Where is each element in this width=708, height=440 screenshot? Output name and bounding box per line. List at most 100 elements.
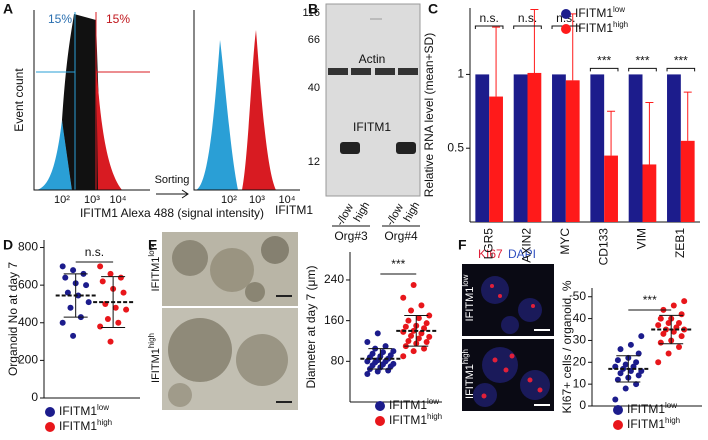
panel-label: A xyxy=(3,1,13,17)
data-point xyxy=(83,282,90,289)
data-point xyxy=(622,385,629,392)
legend-marker xyxy=(375,401,385,411)
data-point xyxy=(405,337,412,344)
legend-sup: low xyxy=(97,403,109,412)
error-bar xyxy=(607,110,616,156)
y-tick-label: 600 xyxy=(18,277,38,291)
micrograph xyxy=(162,232,298,410)
data-point xyxy=(681,298,688,305)
image-label: IFITM1high xyxy=(147,333,162,383)
legend-marker xyxy=(45,422,55,432)
y-tick-label: 80 xyxy=(331,353,345,367)
error-bar xyxy=(530,8,539,73)
data-point xyxy=(665,350,672,357)
mw-label: 40 xyxy=(308,82,320,94)
data-point xyxy=(617,370,624,377)
x-tick-label: 10³ xyxy=(249,194,265,206)
data-point xyxy=(614,376,621,383)
sig-label: n.s. xyxy=(479,11,498,25)
sig-bracket xyxy=(513,25,542,29)
data-point xyxy=(638,333,645,340)
data-point xyxy=(369,350,376,357)
row-label: IFITM1 xyxy=(275,203,313,217)
data-point xyxy=(676,319,682,326)
data-point xyxy=(402,323,409,330)
stain-label: DAPI xyxy=(508,247,536,261)
legend-marker xyxy=(613,420,623,430)
image-label-sup: low xyxy=(147,244,156,256)
data-point xyxy=(423,339,430,345)
data-point xyxy=(112,304,119,311)
data-point xyxy=(115,319,122,326)
y-tick-label: 0 xyxy=(579,398,586,412)
data-point xyxy=(107,270,114,277)
image-label-name: IFITM1 xyxy=(464,287,476,322)
data-point xyxy=(633,381,640,388)
histogram-after xyxy=(193,10,300,191)
data-point xyxy=(678,333,685,340)
legend-sup: low xyxy=(613,5,625,14)
data-point xyxy=(70,332,77,339)
image-label-name: IFITM1 xyxy=(464,364,476,399)
legend-name: IFITM1 xyxy=(59,404,97,418)
y-tick-label: 1 xyxy=(457,67,464,81)
x-tick-label: VIM xyxy=(635,228,649,249)
data-point xyxy=(665,319,672,326)
x-tick-label: ZEB1 xyxy=(673,228,687,258)
sig-bracket xyxy=(474,25,504,29)
error-bar xyxy=(645,101,654,165)
legend-label: IFITM1low xyxy=(389,397,439,412)
legend-name: IFITM1 xyxy=(627,417,665,431)
x-tick-label: 10² xyxy=(54,194,70,206)
bar xyxy=(513,74,528,223)
band-label: IFITM1 xyxy=(353,120,391,134)
data-point xyxy=(107,338,114,345)
legend-sup: high xyxy=(665,416,680,425)
legend-name: IFITM1 xyxy=(627,402,665,416)
image-label: IFITM1low xyxy=(461,274,476,321)
mw-label: 66 xyxy=(308,34,320,46)
mw-label: 116 xyxy=(302,7,320,19)
data-point xyxy=(408,307,415,314)
bar xyxy=(604,155,618,222)
legend-marker xyxy=(45,407,55,417)
arrow xyxy=(156,189,189,199)
x-tick-label: 10² xyxy=(221,194,237,206)
data-point xyxy=(676,344,682,350)
y-tick-label: 40 xyxy=(573,311,587,325)
data-point xyxy=(633,359,640,366)
data-point xyxy=(374,330,381,337)
data-point xyxy=(660,330,667,337)
legend-sup: low xyxy=(427,397,439,406)
data-point xyxy=(410,327,417,334)
legend-marker xyxy=(561,9,571,19)
y-axis-label: KI67+ cells / organoid, % xyxy=(560,280,574,413)
legend-label: IFITM1low xyxy=(575,5,625,20)
data-point xyxy=(123,306,130,313)
data-point xyxy=(85,299,92,306)
legend-label: IFITM1low xyxy=(59,403,109,418)
data-point xyxy=(379,349,386,356)
data-point xyxy=(418,330,425,337)
error-bar xyxy=(492,26,501,97)
gate-label: 15% xyxy=(48,12,72,26)
panel-label: F xyxy=(458,237,467,253)
x-tick-label: AXIN2 xyxy=(520,228,534,263)
image-label-sup: high xyxy=(461,349,470,364)
legend-name: IFITM1 xyxy=(389,413,427,427)
data-point xyxy=(612,396,619,403)
data-point xyxy=(421,325,428,332)
y-axis-label: Relative RNA level (mean+SD) xyxy=(422,33,436,197)
data-point xyxy=(627,341,634,348)
bar xyxy=(628,74,643,223)
legend-sup: high xyxy=(427,412,442,421)
data-point xyxy=(59,319,66,326)
legend-label: IFITM1high xyxy=(627,416,680,431)
legend-marker xyxy=(375,416,385,426)
legend-sup: low xyxy=(665,401,677,410)
legend-label: IFITM1high xyxy=(59,418,112,433)
data-point xyxy=(655,322,662,329)
y-tick-label: 10 xyxy=(573,376,587,390)
data-point xyxy=(62,274,69,281)
